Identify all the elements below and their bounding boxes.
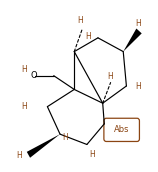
Text: H: H bbox=[135, 82, 141, 90]
Polygon shape bbox=[27, 134, 60, 158]
FancyBboxPatch shape bbox=[104, 118, 139, 141]
Text: H: H bbox=[22, 65, 27, 74]
Polygon shape bbox=[123, 29, 142, 52]
Text: H: H bbox=[78, 16, 83, 25]
Text: H: H bbox=[86, 33, 91, 41]
Text: H: H bbox=[22, 102, 27, 111]
Text: H: H bbox=[16, 151, 22, 160]
Text: H: H bbox=[89, 150, 94, 159]
Text: H: H bbox=[135, 19, 141, 28]
Text: O: O bbox=[31, 71, 37, 80]
Text: H: H bbox=[107, 72, 113, 81]
Text: Abs: Abs bbox=[114, 125, 129, 134]
Text: H: H bbox=[63, 133, 68, 142]
